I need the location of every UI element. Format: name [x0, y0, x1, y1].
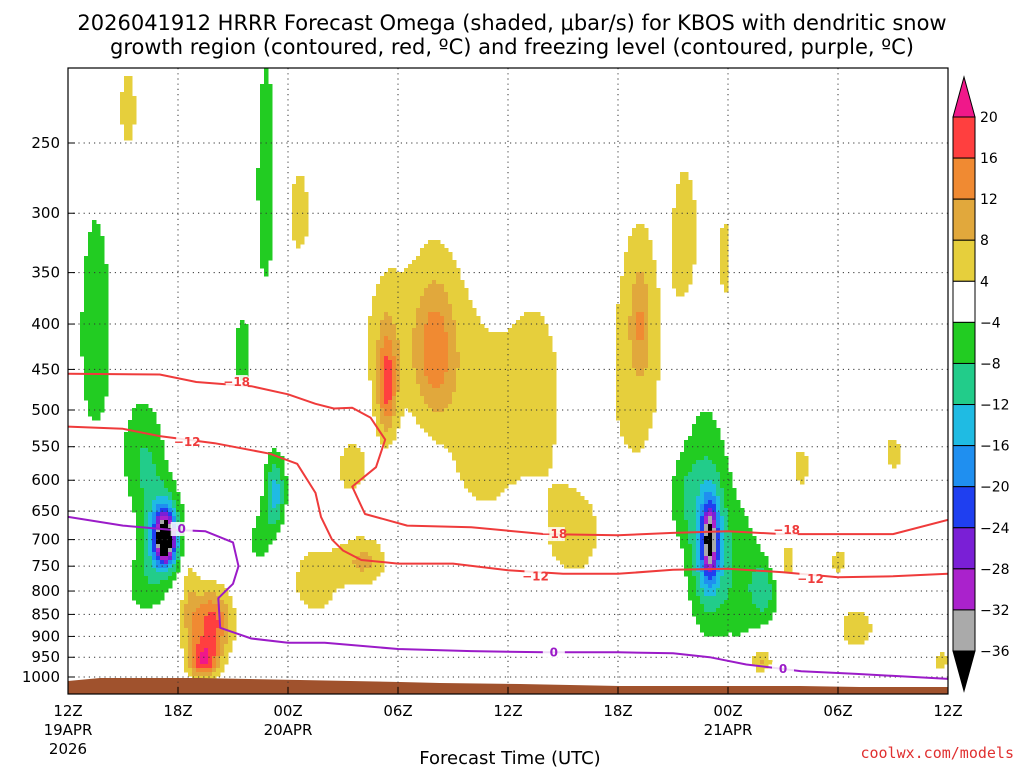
colorbar-swatch-7: [952, 404, 976, 447]
dgz-minus12-label-bg-1: [524, 569, 547, 584]
colorbar-swatch-11: [952, 568, 976, 611]
colorbar-label-12: −32: [980, 603, 1010, 619]
y-tick-label-1000: 1000: [22, 668, 60, 686]
x-tick-label-30: 18Z: [603, 702, 632, 720]
dgz-minus18-label-bg-1: [542, 527, 565, 542]
x-tick-label-48: 12Z: [933, 702, 962, 720]
y-axis-ticks: 250 300 350 400 450 500 550 600 650 700 750 800 850 9…: [22, 134, 75, 686]
colorbar-label-1: 16: [980, 151, 998, 167]
dgz-minus12-label-bg-2: [799, 571, 822, 586]
y-tick-label-350: 350: [31, 264, 60, 282]
y-tick-label-500: 500: [31, 401, 60, 419]
colorbar-label-9: −20: [980, 480, 1010, 496]
colorbar-label-2: 12: [980, 192, 998, 208]
y-tick-label-600: 600: [31, 471, 60, 489]
dgz-minus12-label-0: −12: [174, 435, 201, 449]
dgz-minus12-label-bg-0: [176, 434, 199, 449]
x-tick-date-36: 21APR: [704, 721, 753, 739]
omega-shaded-field: [80, 68, 948, 685]
dgz-minus18-label-0: −18: [223, 375, 250, 389]
colorbar-swatch-6: [952, 362, 976, 406]
y-tick-label-550: 550: [31, 438, 60, 456]
dgz-minus18-label-bg-2: [775, 523, 798, 538]
colorbar-swatch-5: [952, 321, 976, 364]
freezing-level-label-1: 0: [550, 645, 558, 659]
colorbar: 20 16 12 8 4 −4 −8 −12 −16 −20 −24 −28 −32 −36: [952, 75, 1010, 693]
freezing-level-label-0: 0: [177, 522, 185, 536]
y-tick-label-850: 850: [31, 605, 60, 623]
dgz-minus18-label-1: −18: [540, 527, 567, 541]
colorbar-bottom-arrow: [952, 650, 976, 693]
y-tick-label-300: 300: [31, 204, 60, 222]
colorbar-label-8: −16: [980, 439, 1010, 455]
colorbar-swatch-9: [952, 486, 976, 529]
x-tick-label-18: 06Z: [383, 702, 412, 720]
freezing-level-label-bg-1: [542, 645, 565, 660]
temperature-contours: −18 −18 −18 −12 −12 −12 0 0 0: [68, 372, 948, 680]
colorbar-label-3: 8: [980, 233, 989, 249]
freezing-level-line: [68, 515, 948, 680]
colorbar-label-10: −24: [980, 521, 1010, 537]
x-tick-date-0: 19APR: [44, 721, 93, 739]
freezing-level-label-bg-0: [170, 522, 193, 537]
colorbar-swatch-12: [952, 609, 976, 652]
colorbar-swatch-2: [952, 198, 976, 241]
x-tick-label-6: 18Z: [163, 702, 192, 720]
y-tick-label-450: 450: [31, 360, 60, 378]
y-tick-label-750: 750: [31, 557, 60, 575]
colorbar-label-7: −12: [980, 398, 1010, 414]
colorbar-label-6: −8: [980, 356, 1001, 372]
colorbar-top-arrow: [952, 75, 976, 118]
x-tick-label-24: 12Z: [493, 702, 522, 720]
dotted-grid: [68, 68, 948, 694]
y-tick-label-700: 700: [31, 531, 60, 549]
colorbar-label-0: 20: [980, 110, 998, 126]
colorbar-label-5: −4: [980, 315, 1001, 331]
dgz-minus12-label-2: −12: [797, 572, 824, 586]
y-tick-label-900: 900: [31, 627, 60, 645]
x-tick-date-12: 20APR: [264, 721, 313, 739]
y-tick-label-800: 800: [31, 582, 60, 600]
colorbar-swatch-1: [952, 157, 976, 200]
dgz-minus12-label-1: −12: [522, 569, 549, 583]
dgz-minus12-line: [68, 425, 948, 579]
chart-title-line-2: growth region (contoured, red, ºC) and f…: [110, 35, 914, 59]
x-tick-label-0: 12Z: [53, 702, 82, 720]
colorbar-swatch-3: [952, 239, 976, 282]
colorbar-label-11: −28: [980, 562, 1010, 578]
y-tick-label-250: 250: [31, 134, 60, 152]
y-tick-label-650: 650: [31, 502, 60, 520]
credit-text: coolwx.com/models: [860, 744, 1014, 762]
dgz-minus18-label-bg-0: [225, 375, 248, 390]
x-tick-label-42: 06Z: [823, 702, 852, 720]
y-tick-label-400: 400: [31, 315, 60, 333]
dgz-minus18-label-2: −18: [773, 523, 800, 537]
colorbar-swatch-8: [952, 445, 976, 488]
freezing-level-label-bg-2: [772, 662, 794, 677]
x-tick-label-36: 00Z: [713, 702, 742, 720]
chart-title-line-1: 2026041912 HRRR Forecast Omega (shaded, …: [77, 11, 946, 35]
colorbar-label-13: −36: [980, 644, 1010, 660]
x-axis-label: Forecast Time (UTC): [419, 748, 600, 768]
y-tick-label-950: 950: [31, 648, 60, 666]
colorbar-swatch-0: [952, 116, 976, 159]
colorbar-swatch-10: [952, 527, 976, 570]
x-tick-year-0: 2026: [49, 740, 87, 758]
dgz-minus18-line: [68, 372, 948, 537]
freezing-level-label-2: 0: [779, 662, 787, 676]
colorbar-label-4: 4: [980, 274, 989, 290]
x-tick-label-12: 00Z: [273, 702, 302, 720]
colorbar-swatch-4: [952, 280, 976, 323]
